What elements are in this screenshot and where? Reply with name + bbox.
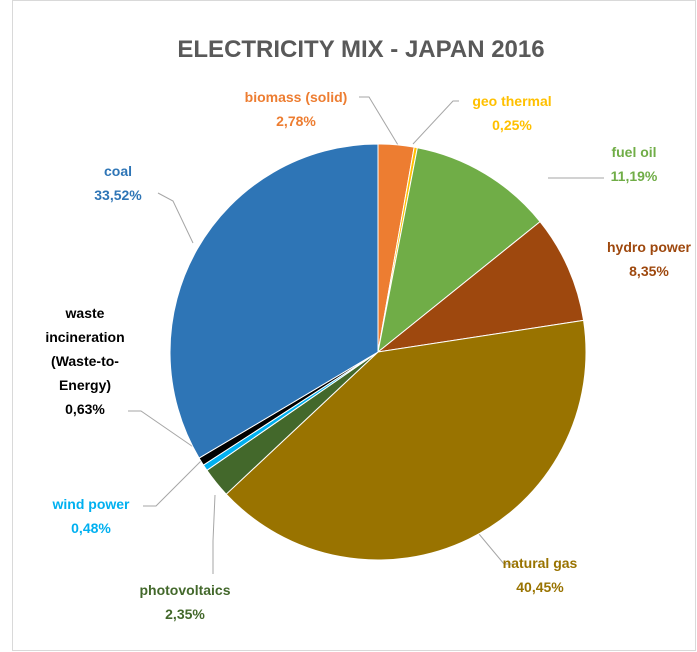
leader-lines bbox=[128, 96, 604, 574]
slice-label-photovoltaics: photovoltaics bbox=[139, 582, 230, 598]
pie-slice-coal bbox=[169, 143, 379, 459]
slice-value-waste-incineration-waste-to-energy: 0,63% bbox=[65, 401, 105, 417]
leader-line-coal bbox=[157, 192, 194, 244]
pie-slice-hydro-power bbox=[376, 220, 585, 353]
slice-label-waste-incineration-waste-to-energy: (Waste-to- bbox=[51, 353, 119, 369]
slice-value-biomass-solid: 2,78% bbox=[276, 113, 316, 129]
leader-line-photovoltaics bbox=[212, 494, 216, 574]
slice-value-fuel-oil: 11,19% bbox=[611, 168, 658, 184]
chart-area: ELECTRICITY MIX - JAPAN 2016 biomass (so… bbox=[12, 0, 696, 651]
slice-label-waste-incineration-waste-to-energy: incineration bbox=[45, 329, 124, 345]
pie-slice-natural-gas bbox=[225, 319, 587, 561]
slice-value-coal: 33,52% bbox=[94, 187, 142, 203]
slice-value-geo-thermal: 0,25% bbox=[492, 117, 532, 133]
leader-line-waste-incineration-waste-to-energy bbox=[128, 410, 203, 454]
chart-title: ELECTRICITY MIX - JAPAN 2016 bbox=[177, 36, 544, 63]
slice-label-biomass-solid: biomass (solid) bbox=[245, 89, 348, 105]
pie-slices bbox=[169, 143, 587, 561]
leader-line-geo-thermal bbox=[412, 100, 459, 145]
slice-value-wind-power: 0,48% bbox=[71, 520, 111, 536]
slice-value-hydro-power: 8,35% bbox=[629, 263, 669, 279]
slice-label-waste-incineration-waste-to-energy: Energy) bbox=[59, 377, 111, 393]
slice-label-natural-gas: natural gas bbox=[503, 555, 578, 571]
slice-label-coal: coal bbox=[104, 163, 132, 179]
leader-line-wind-power bbox=[143, 460, 202, 507]
slice-value-photovoltaics: 2,35% bbox=[165, 606, 205, 622]
slice-label-waste-incineration-waste-to-energy: waste bbox=[65, 305, 105, 321]
slice-label-wind-power: wind power bbox=[52, 496, 131, 512]
slice-label-hydro-power: hydro power bbox=[607, 239, 692, 255]
leader-line-biomass-solid bbox=[359, 96, 399, 146]
pie-chart: ELECTRICITY MIX - JAPAN 2016 biomass (so… bbox=[45, 36, 691, 622]
slice-label-geo-thermal: geo thermal bbox=[472, 93, 551, 109]
slice-label-fuel-oil: fuel oil bbox=[611, 144, 656, 160]
pie-slice-fuel-oil bbox=[377, 147, 541, 354]
slice-value-natural-gas: 40,45% bbox=[516, 579, 564, 595]
slice-labels: biomass (solid) 2,78% geo thermal 0,25% fuel… bbox=[45, 89, 691, 622]
leader-line-natural-gas bbox=[478, 533, 514, 565]
